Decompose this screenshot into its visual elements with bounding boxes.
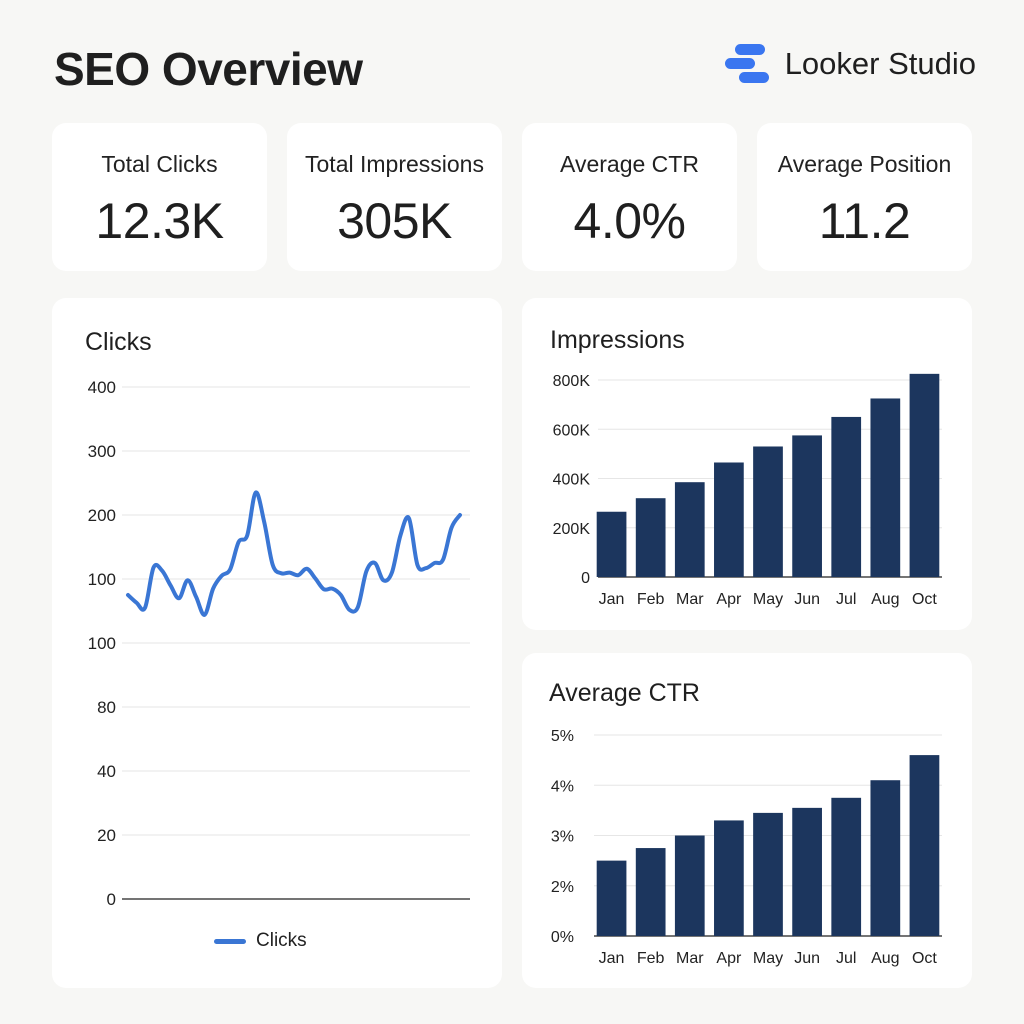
y-tick-label: 20 bbox=[97, 826, 116, 845]
y-tick-label: 600K bbox=[553, 422, 591, 439]
x-tick-label: May bbox=[753, 950, 783, 967]
bar bbox=[870, 780, 901, 936]
chart-title: Average CTR bbox=[549, 679, 700, 707]
y-tick-label: 5% bbox=[551, 728, 574, 745]
y-tick-label: 100 bbox=[88, 570, 116, 589]
kpi-card-average-ctr[interactable]: Average CTR 4.0% bbox=[522, 123, 737, 271]
bar bbox=[831, 797, 862, 936]
x-tick-label: Jan bbox=[599, 950, 625, 967]
bar bbox=[596, 511, 627, 577]
y-tick-label: 2% bbox=[551, 879, 574, 896]
x-tick-label: Oct bbox=[912, 591, 937, 608]
y-tick-label: 0% bbox=[551, 929, 574, 946]
x-tick-label: Jul bbox=[836, 950, 856, 967]
y-tick-label: 40 bbox=[97, 762, 116, 781]
bar bbox=[674, 482, 705, 577]
y-tick-label: 4% bbox=[551, 778, 574, 795]
y-tick-label: 200K bbox=[553, 521, 591, 538]
bar bbox=[753, 812, 783, 936]
y-tick-label: 3% bbox=[551, 829, 574, 846]
bar bbox=[674, 835, 705, 936]
y-tick-label: 300 bbox=[88, 442, 116, 461]
x-tick-label: Jul bbox=[836, 591, 856, 608]
chart-title: Impressions bbox=[550, 326, 685, 354]
x-tick-label: Mar bbox=[676, 591, 704, 608]
kpi-card-average-position[interactable]: Average Position 11.2 bbox=[757, 123, 972, 271]
bar bbox=[831, 416, 862, 577]
x-tick-label: Aug bbox=[871, 950, 899, 967]
x-tick-label: Apr bbox=[716, 591, 742, 608]
bar bbox=[635, 848, 666, 936]
bar bbox=[909, 373, 940, 577]
x-tick-label: Oct bbox=[912, 950, 937, 967]
kpi-card-total-clicks[interactable]: Total Clicks 12.3K bbox=[52, 123, 267, 271]
y-tick-label: 80 bbox=[97, 698, 116, 717]
brand[interactable]: Looker Studio bbox=[723, 42, 976, 86]
kpi-value: 305K bbox=[337, 193, 452, 249]
kpi-label: Total Clicks bbox=[101, 151, 218, 177]
kpi-value: 4.0% bbox=[573, 193, 686, 249]
y-tick-label: 100 bbox=[88, 634, 116, 653]
ctr-bar-chart[interactable]: 0% 2% 3% 4% 5% Jan Feb Mar Apr May Jun Jul Aug Oct bbox=[522, 653, 972, 988]
bar bbox=[870, 398, 901, 577]
legend-label: Clicks bbox=[256, 930, 307, 951]
bar bbox=[714, 820, 744, 936]
brand-label: Looker Studio bbox=[784, 46, 976, 81]
bar bbox=[792, 807, 822, 936]
bar bbox=[635, 498, 666, 577]
x-tick-label: Jun bbox=[794, 591, 820, 608]
y-tick-label: 800K bbox=[553, 373, 591, 390]
x-tick-label: Mar bbox=[676, 950, 704, 967]
clicks-series-line bbox=[126, 490, 462, 617]
y-tick-label: 400 bbox=[88, 378, 116, 397]
x-tick-label: May bbox=[753, 591, 783, 608]
impressions-bar-chart[interactable]: 0 200K 400K 600K 800K Jan Feb Mar Apr May Jun Jul Au… bbox=[522, 298, 972, 630]
bar bbox=[792, 435, 822, 577]
chart-legend[interactable]: Clicks bbox=[214, 930, 307, 952]
y-tick-label: 400K bbox=[553, 472, 591, 489]
x-tick-label: Feb bbox=[637, 591, 665, 608]
chart-title: Clicks bbox=[85, 328, 152, 356]
kpi-card-total-impressions[interactable]: Total Impressions 305K bbox=[287, 123, 502, 271]
page-title: SEO Overview bbox=[54, 43, 363, 95]
y-tick-label: 0 bbox=[581, 570, 590, 587]
y-tick-label: 200 bbox=[88, 506, 116, 525]
bar bbox=[753, 446, 783, 577]
kpi-value: 11.2 bbox=[818, 193, 911, 249]
kpi-value: 12.3K bbox=[95, 193, 224, 249]
kpi-label: Total Impressions bbox=[305, 151, 484, 177]
looker-studio-logo-icon bbox=[724, 44, 769, 83]
bar bbox=[909, 755, 940, 936]
bar bbox=[714, 462, 744, 577]
legend-swatch bbox=[214, 938, 246, 944]
kpi-label: Average Position bbox=[777, 151, 952, 177]
x-tick-label: Jun bbox=[794, 950, 820, 967]
kpi-label: Average CTR bbox=[560, 151, 699, 177]
x-tick-label: Aug bbox=[871, 591, 899, 608]
x-tick-label: Jan bbox=[599, 591, 625, 608]
x-tick-label: Apr bbox=[716, 950, 742, 967]
bar bbox=[596, 860, 627, 936]
x-tick-label: Feb bbox=[637, 950, 665, 967]
y-tick-label: 0 bbox=[107, 890, 116, 909]
